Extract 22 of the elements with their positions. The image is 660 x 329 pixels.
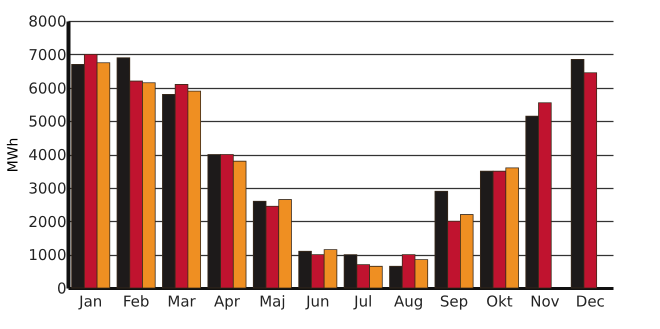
x-tick-label: Dec [576,292,605,310]
y-tick-label: 0 [56,280,66,298]
x-tick-label: Jul [353,292,372,310]
y-tick-label: 4000 [28,146,66,164]
x-tick-label: Maj [259,292,286,310]
y-tick-label: 8000 [28,12,66,30]
x-tick-label: Aug [394,292,424,310]
x-tick-label: Apr [214,292,241,310]
y-tick-label: 2000 [28,212,66,231]
x-tick-label: Sep [440,292,468,310]
y-axis-title: MWh [5,138,22,172]
x-tick-label: Okt [486,292,513,310]
y-tick-label: 3000 [28,179,66,198]
y-tick-label: 7000 [28,46,66,64]
y-tick-label: 6000 [28,79,66,98]
x-tick-label: Jan [78,292,102,310]
x-tick-label: Feb [122,292,150,310]
y-tick-label: 1000 [28,246,66,264]
y-tick-label: 5000 [28,112,66,131]
x-tick-label: Mar [167,292,197,310]
x-tick-label: Nov [530,292,560,310]
x-tick-label: Jun [305,292,330,310]
